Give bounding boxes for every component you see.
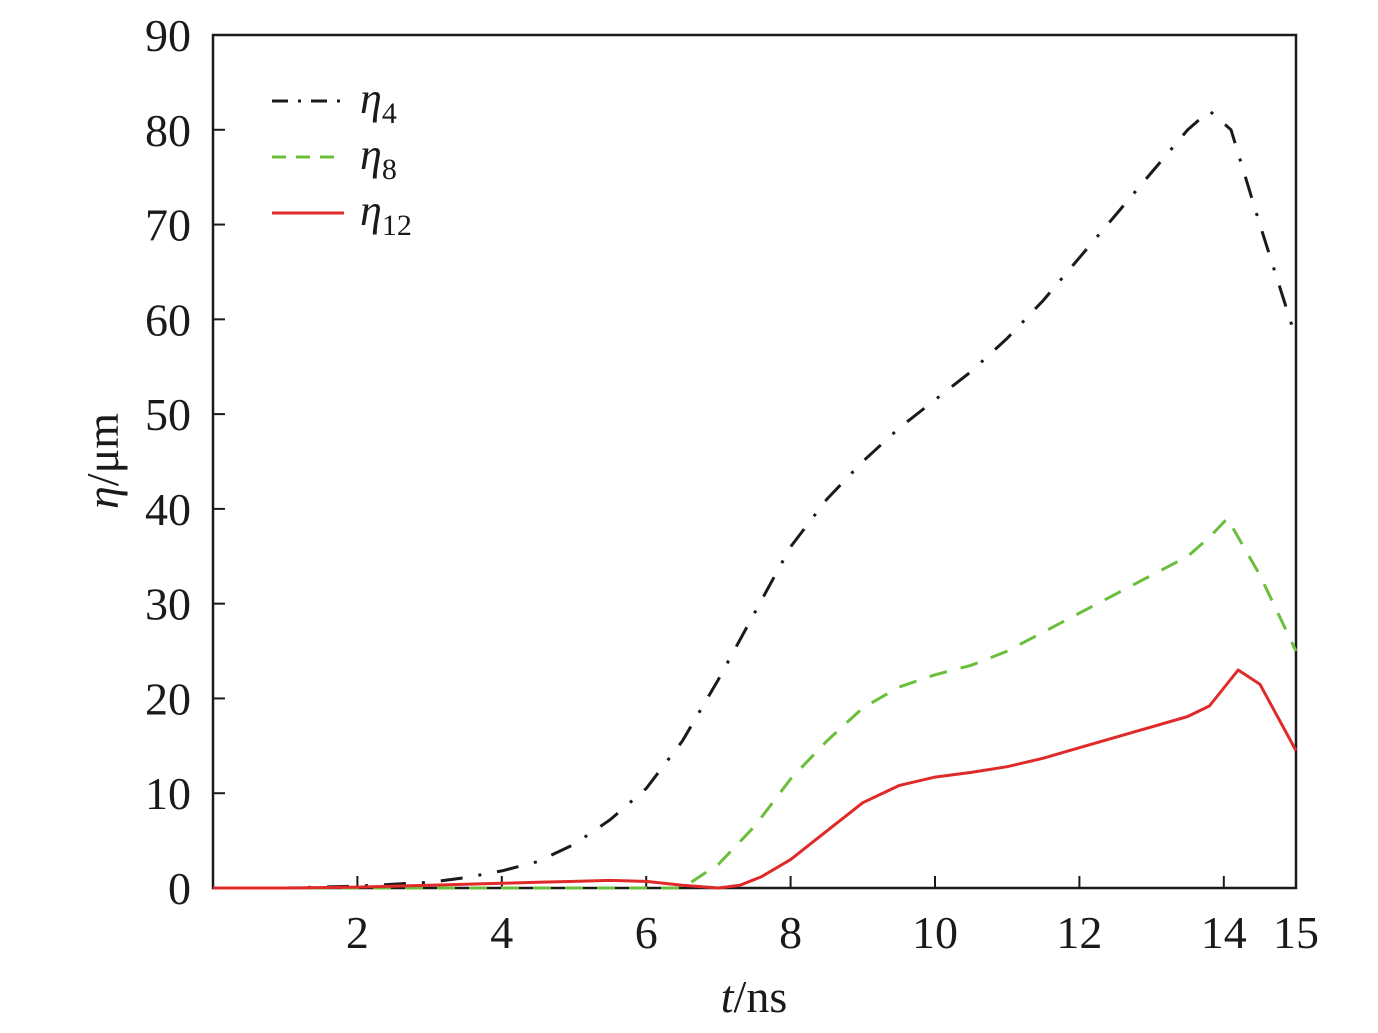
series-lines	[213, 109, 1298, 890]
legend-subscript: 8	[382, 153, 397, 186]
y-axis-variable: η	[77, 486, 128, 509]
x-axis-unit: /ns	[734, 971, 788, 1022]
y-tick-label: 10	[145, 768, 191, 819]
x-tick-label: 2	[346, 907, 369, 958]
y-tick-label: 0	[168, 863, 191, 914]
legend-subscript: 12	[382, 209, 412, 242]
x-axis-variable: t	[721, 971, 735, 1022]
y-tick-label: 50	[145, 389, 191, 440]
y-tick-label: 90	[145, 10, 191, 61]
y-tick-label: 80	[145, 105, 191, 156]
y-tick-label: 70	[145, 200, 191, 251]
legend-symbol: η	[360, 186, 382, 235]
legend-label-eta-8: η8	[360, 130, 397, 186]
y-tick-label: 20	[145, 673, 191, 724]
y-axis-label: η/μm	[77, 413, 128, 509]
legend-subscript: 4	[382, 97, 397, 130]
plot-frame	[211, 33, 1298, 890]
x-tick-label: 6	[635, 907, 658, 958]
y-tick-label: 40	[145, 484, 191, 535]
series-line-eta-12	[213, 668, 1298, 890]
x-tick-label: 8	[779, 907, 802, 958]
y-axis-unit: /μm	[77, 413, 128, 486]
x-tick-label: 4	[490, 907, 513, 958]
x-tick-label: 10	[912, 907, 958, 958]
x-axis-label: t/ns	[721, 971, 787, 1022]
y-tick-label: 30	[145, 579, 191, 630]
legend-symbol: η	[360, 130, 382, 179]
series-line-eta-4	[213, 109, 1298, 890]
legend-label-eta-4: η4	[360, 74, 397, 130]
x-tick-label: 15	[1273, 907, 1319, 958]
legend-symbol: η	[360, 74, 382, 123]
y-tick-label: 60	[145, 294, 191, 345]
axis-ticks: 2 4 6 8 10 12 14 15 0 10 20 30 40 50 60 70 80 90	[145, 10, 1319, 958]
x-tick-label: 12	[1056, 907, 1102, 958]
legend-label-eta-12: η12	[360, 186, 412, 242]
x-tick-label: 14	[1201, 907, 1247, 958]
series-line-eta-8	[213, 516, 1298, 890]
